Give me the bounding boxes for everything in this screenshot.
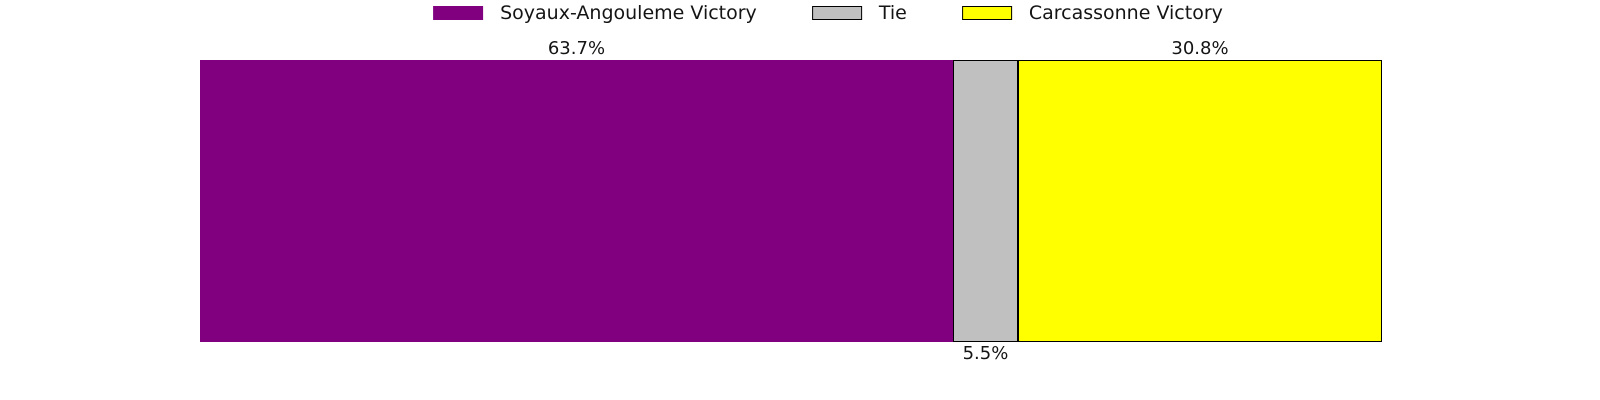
legend-label-tie: Tie xyxy=(878,2,907,24)
value-label-soyaux-angouleme-victory: 63.7% xyxy=(547,38,606,59)
legend: Soyaux-Angouleme Victory Tie Carcassonne… xyxy=(433,1,1223,25)
legend-item-tie: Tie xyxy=(811,1,907,25)
legend-swatch-soyaux-angouleme-victory xyxy=(433,6,484,20)
legend-label-soyaux-angouleme-victory: Soyaux-Angouleme Victory xyxy=(500,2,757,24)
bar-segment-tie xyxy=(952,60,1018,342)
stacked-bar: 63.7% 5.5% 30.8% xyxy=(200,39,1382,364)
legend-swatch-tie xyxy=(811,6,862,20)
legend-item-soyaux-angouleme-victory: Soyaux-Angouleme Victory xyxy=(433,1,757,25)
bar-segment-soyaux-angouleme-victory xyxy=(200,60,953,342)
legend-item-carcassonne-victory: Carcassonne Victory xyxy=(961,1,1223,25)
legend-swatch-carcassonne-victory xyxy=(961,6,1012,20)
legend-label-carcassonne-victory: Carcassonne Victory xyxy=(1028,2,1223,24)
value-label-tie: 5.5% xyxy=(962,343,1009,364)
bar-segment-carcassonne-victory xyxy=(1017,60,1382,342)
value-label-carcassonne-victory: 30.8% xyxy=(1171,38,1229,59)
